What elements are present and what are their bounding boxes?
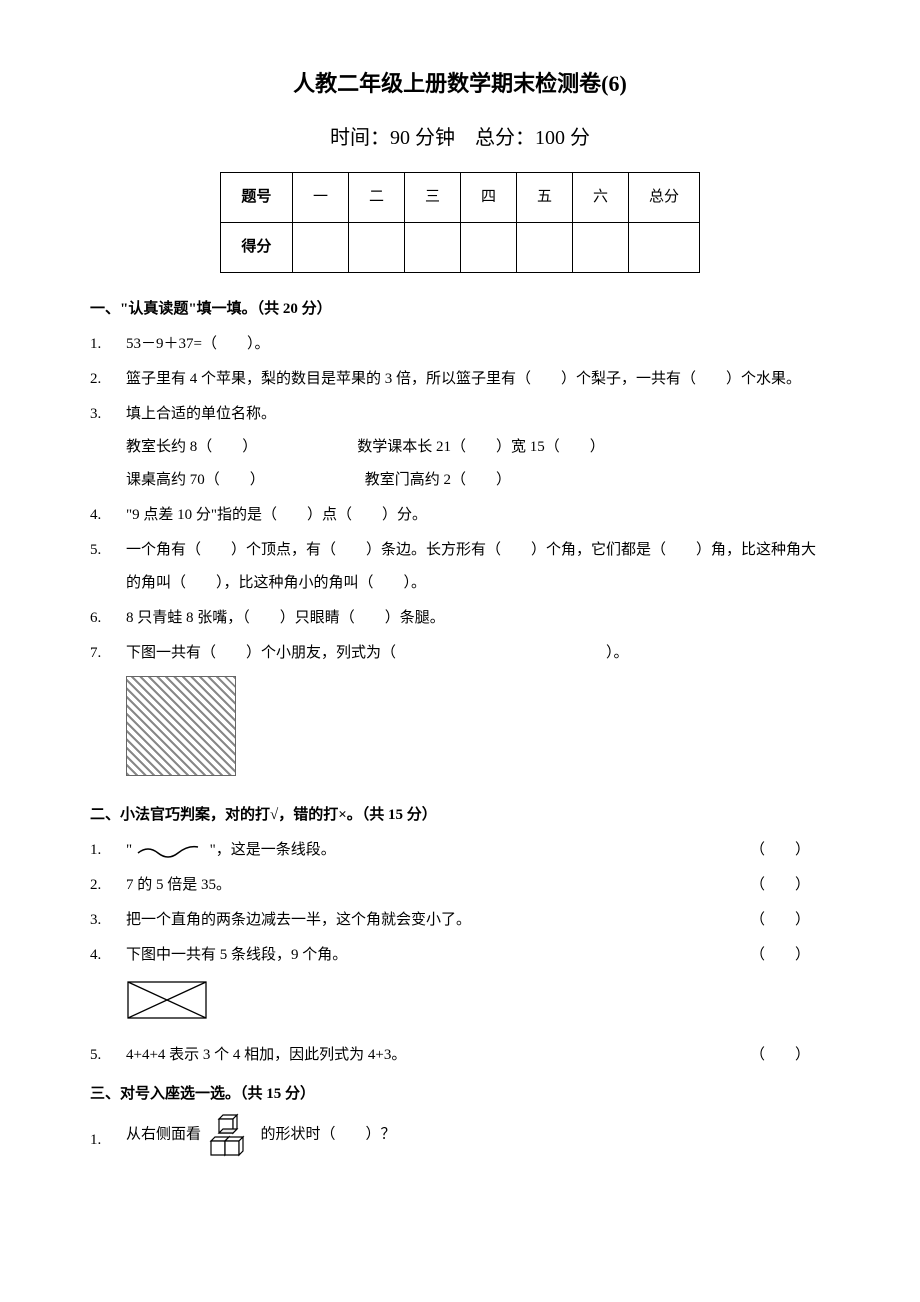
- page-title: 人教二年级上册数学期末检测卷(6): [90, 60, 830, 108]
- question-prefix: 从右侧面看: [126, 1127, 201, 1143]
- question-text: 4+4+4 表示 3 个 4 相加，因此列式为 4+3。: [126, 1039, 730, 1072]
- col-header: 总分: [629, 173, 700, 223]
- score-cell: [292, 223, 348, 273]
- question-number: 2.: [90, 363, 126, 396]
- question-text: 填上合适的单位名称。: [126, 398, 830, 431]
- score-cell: [517, 223, 573, 273]
- question-text: 一个角有（ ）个顶点，有（ ）条边。长方形有（ ）个角，它们都是（ ）角，比这种…: [126, 534, 830, 600]
- question-number: 4.: [90, 499, 126, 532]
- question-number: 1.: [90, 328, 126, 361]
- score-cell: [573, 223, 629, 273]
- question-item: 6. 8 只青蛙 8 张嘴，（ ）只眼睛（ ）条腿。: [90, 602, 830, 635]
- question-text: 下图一共有（ ）个小朋友，列式为（ ）。: [126, 637, 830, 670]
- answer-paren: （ ）: [730, 1039, 830, 1072]
- answer-paren: （ ）: [730, 939, 830, 972]
- question-item: 7. 下图一共有（ ）个小朋友，列式为（ ）。: [90, 637, 830, 670]
- section-2-list-cont: 5. 4+4+4 表示 3 个 4 相加，因此列式为 4+3。 （ ）: [90, 1039, 830, 1072]
- question-item: 5. 4+4+4 表示 3 个 4 相加，因此列式为 4+3。 （ ）: [90, 1039, 830, 1072]
- question-suffix: 的形状时（ ）？: [261, 1127, 396, 1143]
- score-cell: [629, 223, 700, 273]
- row-label: 得分: [220, 223, 292, 273]
- wavy-line-icon: [136, 843, 206, 859]
- question-item: 4. "9 点差 10 分"指的是（ ）点（ ）分。: [90, 499, 830, 532]
- section-2-header: 二、小法官巧判案，对的打√，错的打×。（共 15 分）: [90, 799, 830, 832]
- row-label: 题号: [220, 173, 292, 223]
- question-number: 3.: [90, 904, 126, 937]
- sub-item: 课桌高约 70（ ）: [126, 464, 265, 497]
- sub-item: 数学课本长 21（ ）宽 15（ ）: [357, 431, 605, 464]
- col-header: 六: [573, 173, 629, 223]
- question-item: 3. 填上合适的单位名称。 教室长约 8（ ） 数学课本长 21（ ）宽 15（…: [90, 398, 830, 497]
- question-item: 2. 篮子里有 4 个苹果，梨的数目是苹果的 3 倍，所以篮子里有（ ）个梨子，…: [90, 363, 830, 396]
- question-text: " "，这是一条线段。: [126, 834, 730, 867]
- col-header: 三: [404, 173, 460, 223]
- question-item: 1. " "，这是一条线段。 （ ）: [90, 834, 830, 867]
- page-subtitle: 时间：90 分钟 总分：100 分: [90, 116, 830, 160]
- score-cell: [404, 223, 460, 273]
- section-1-header: 一、"认真读题"填一填。（共 20 分）: [90, 293, 830, 326]
- question-number: 6.: [90, 602, 126, 635]
- score-cell: [460, 223, 516, 273]
- question-text: 从右侧面看 的形状时（ ）？: [126, 1113, 830, 1157]
- sub-item: 教室长约 8（ ）: [126, 431, 257, 464]
- question-text: 7 的 5 倍是 35。: [126, 869, 730, 902]
- sub-item: 教室门高约 2（ ）: [365, 464, 511, 497]
- rectangle-cross-icon: [126, 980, 208, 1020]
- section-3-header: 三、对号入座选一选。（共 15 分）: [90, 1078, 830, 1111]
- question-item: 2. 7 的 5 倍是 35。 （ ）: [90, 869, 830, 902]
- question-text: "9 点差 10 分"指的是（ ）点（ ）分。: [126, 499, 830, 532]
- section-3-list: 1. 从右侧面看 的形状时（ ）？: [90, 1113, 830, 1157]
- answer-paren: （ ）: [730, 834, 830, 867]
- cube-stack-icon: [209, 1113, 253, 1157]
- question-number: 5.: [90, 1039, 126, 1072]
- question-number: 1.: [90, 1124, 126, 1157]
- question-number: 4.: [90, 939, 126, 972]
- question-text: 53－9＋37=（ ）。: [126, 328, 830, 361]
- question-text: 把一个直角的两条边减去一半，这个角就会变小了。: [126, 904, 730, 937]
- table-row: 题号 一 二 三 四 五 六 总分: [220, 173, 699, 223]
- children-image-icon: [126, 676, 236, 776]
- question-item: 3. 把一个直角的两条边减去一半，这个角就会变小了。 （ ）: [90, 904, 830, 937]
- question-number: 1.: [90, 834, 126, 867]
- section-2-list: 1. " "，这是一条线段。 （ ） 2. 7 的 5 倍是 35。 （ ） 3…: [90, 834, 830, 972]
- question-text: 下图中一共有 5 条线段，9 个角。: [126, 939, 730, 972]
- question-item: 1. 从右侧面看 的形状时（ ）？: [90, 1113, 830, 1157]
- question-number: 7.: [90, 637, 126, 670]
- section-1-list: 1. 53－9＋37=（ ）。 2. 篮子里有 4 个苹果，梨的数目是苹果的 3…: [90, 328, 830, 670]
- question-text: 篮子里有 4 个苹果，梨的数目是苹果的 3 倍，所以篮子里有（ ）个梨子，一共有…: [126, 363, 830, 396]
- score-table: 题号 一 二 三 四 五 六 总分 得分: [220, 172, 700, 273]
- question-number: 5.: [90, 534, 126, 567]
- question-item: 4. 下图中一共有 5 条线段，9 个角。 （ ）: [90, 939, 830, 972]
- question-number: 2.: [90, 869, 126, 902]
- score-cell: [348, 223, 404, 273]
- col-header: 二: [348, 173, 404, 223]
- col-header: 一: [292, 173, 348, 223]
- question-number: 3.: [90, 398, 126, 431]
- col-header: 四: [460, 173, 516, 223]
- table-row: 得分: [220, 223, 699, 273]
- question-text: 8 只青蛙 8 张嘴，（ ）只眼睛（ ）条腿。: [126, 602, 830, 635]
- answer-paren: （ ）: [730, 904, 830, 937]
- answer-paren: （ ）: [730, 869, 830, 902]
- question-item: 5. 一个角有（ ）个顶点，有（ ）条边。长方形有（ ）个角，它们都是（ ）角，…: [90, 534, 830, 600]
- col-header: 五: [517, 173, 573, 223]
- question-item: 1. 53－9＋37=（ ）。: [90, 328, 830, 361]
